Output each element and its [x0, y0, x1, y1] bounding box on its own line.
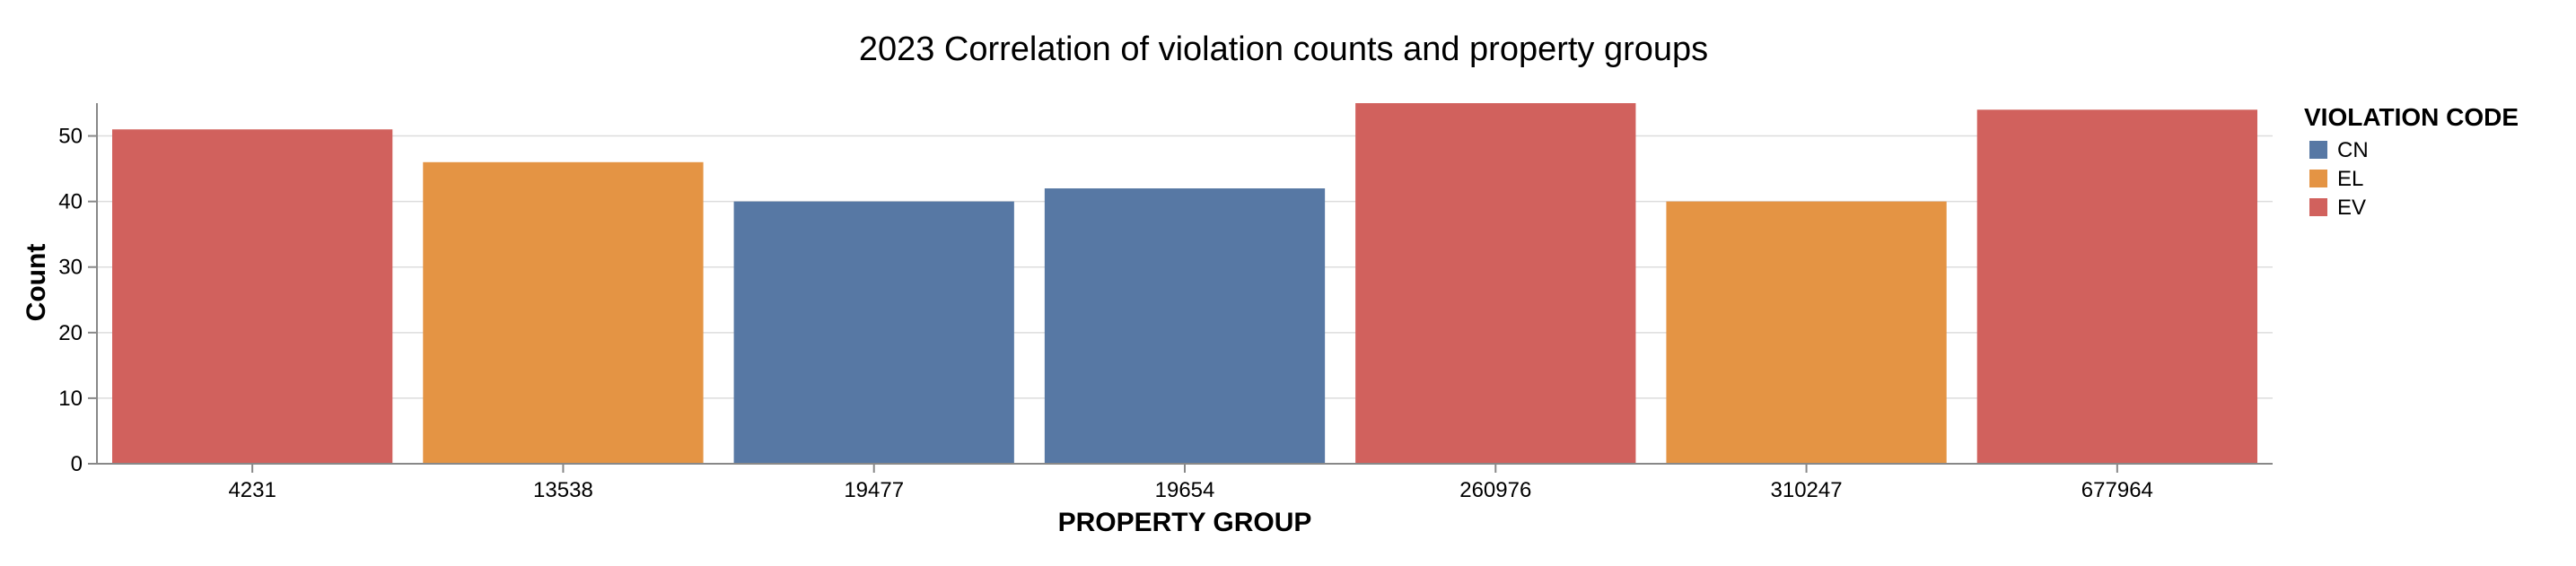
- chart-title: 2023 Correlation of violation counts and…: [859, 30, 1708, 68]
- y-tick-label: 30: [58, 256, 83, 280]
- x-axis-ticks: 4231 13538 19477 19654 260976 310247 677964: [228, 464, 2153, 502]
- bar-677964: [1976, 109, 2257, 465]
- legend-swatch-cn: [2309, 141, 2327, 159]
- legend: VIOLATION CODE CN EL EV: [2304, 103, 2519, 220]
- x-tick-label: 4231: [228, 478, 276, 502]
- y-axis-ticks: 0 10 20 30 40 50: [58, 125, 97, 476]
- legend-label-el: EL: [2337, 167, 2363, 191]
- x-tick-label: 260976: [1459, 478, 1531, 502]
- bar-310247: [1666, 201, 1947, 465]
- legend-swatch-ev: [2309, 198, 2327, 216]
- bar-260976: [1355, 103, 1636, 464]
- y-tick-label: 10: [58, 387, 83, 411]
- x-tick-label: 310247: [1771, 478, 1843, 502]
- y-tick-label: 0: [71, 452, 83, 476]
- x-tick-label: 19654: [1155, 478, 1215, 502]
- x-tick-label: 19477: [844, 478, 904, 502]
- x-tick-label: 13538: [533, 478, 593, 502]
- y-tick-label: 50: [58, 125, 83, 149]
- y-tick-label: 20: [58, 321, 83, 345]
- y-tick-label: 40: [58, 190, 83, 214]
- x-axis-title: PROPERTY GROUP: [1058, 508, 1312, 537]
- legend-swatch-el: [2309, 170, 2327, 187]
- bars-group: [112, 103, 2257, 465]
- legend-label-ev: EV: [2337, 196, 2366, 220]
- x-tick-label: 677964: [2081, 478, 2153, 502]
- legend-label-cn: CN: [2337, 138, 2369, 162]
- bar-19477: [733, 201, 1014, 465]
- bar-13538: [423, 161, 704, 465]
- bar-19654: [1044, 188, 1326, 464]
- legend-title: VIOLATION CODE: [2304, 103, 2519, 131]
- y-axis-title: Count: [22, 244, 51, 322]
- bar-4231: [112, 129, 393, 464]
- legend-items: CN EL EV: [2309, 138, 2369, 220]
